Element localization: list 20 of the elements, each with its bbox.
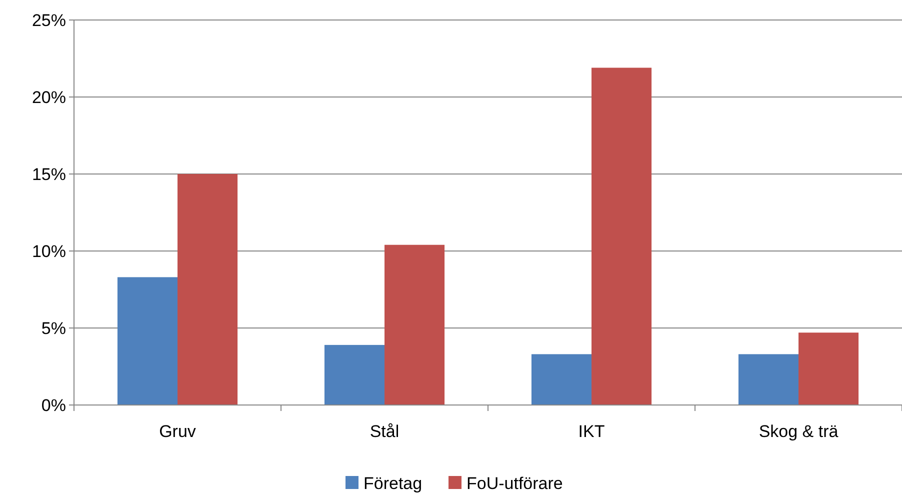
- y-tick-label: 20%: [32, 88, 66, 107]
- x-tick-label: IKT: [578, 422, 605, 441]
- bar: [324, 344, 384, 405]
- legend-label: Företag: [364, 474, 422, 493]
- bar: [178, 174, 238, 405]
- bar: [738, 354, 798, 405]
- legend-label: FoU-utförare: [466, 474, 563, 493]
- y-tick-label: 15%: [32, 164, 66, 184]
- x-tick-label: Skog & trä: [758, 422, 839, 441]
- bar: [531, 354, 592, 405]
- bar: [592, 68, 652, 405]
- bar: [798, 332, 859, 405]
- y-tick-label: 5%: [41, 318, 66, 338]
- y-tick-label: 0%: [41, 396, 66, 415]
- x-tick-label: Stål: [370, 422, 400, 441]
- y-tick-label: 25%: [32, 10, 66, 30]
- bar: [384, 244, 445, 405]
- y-tick-label: 10%: [32, 242, 66, 261]
- x-tick-label: Gruv: [159, 422, 196, 441]
- bar: [117, 277, 178, 405]
